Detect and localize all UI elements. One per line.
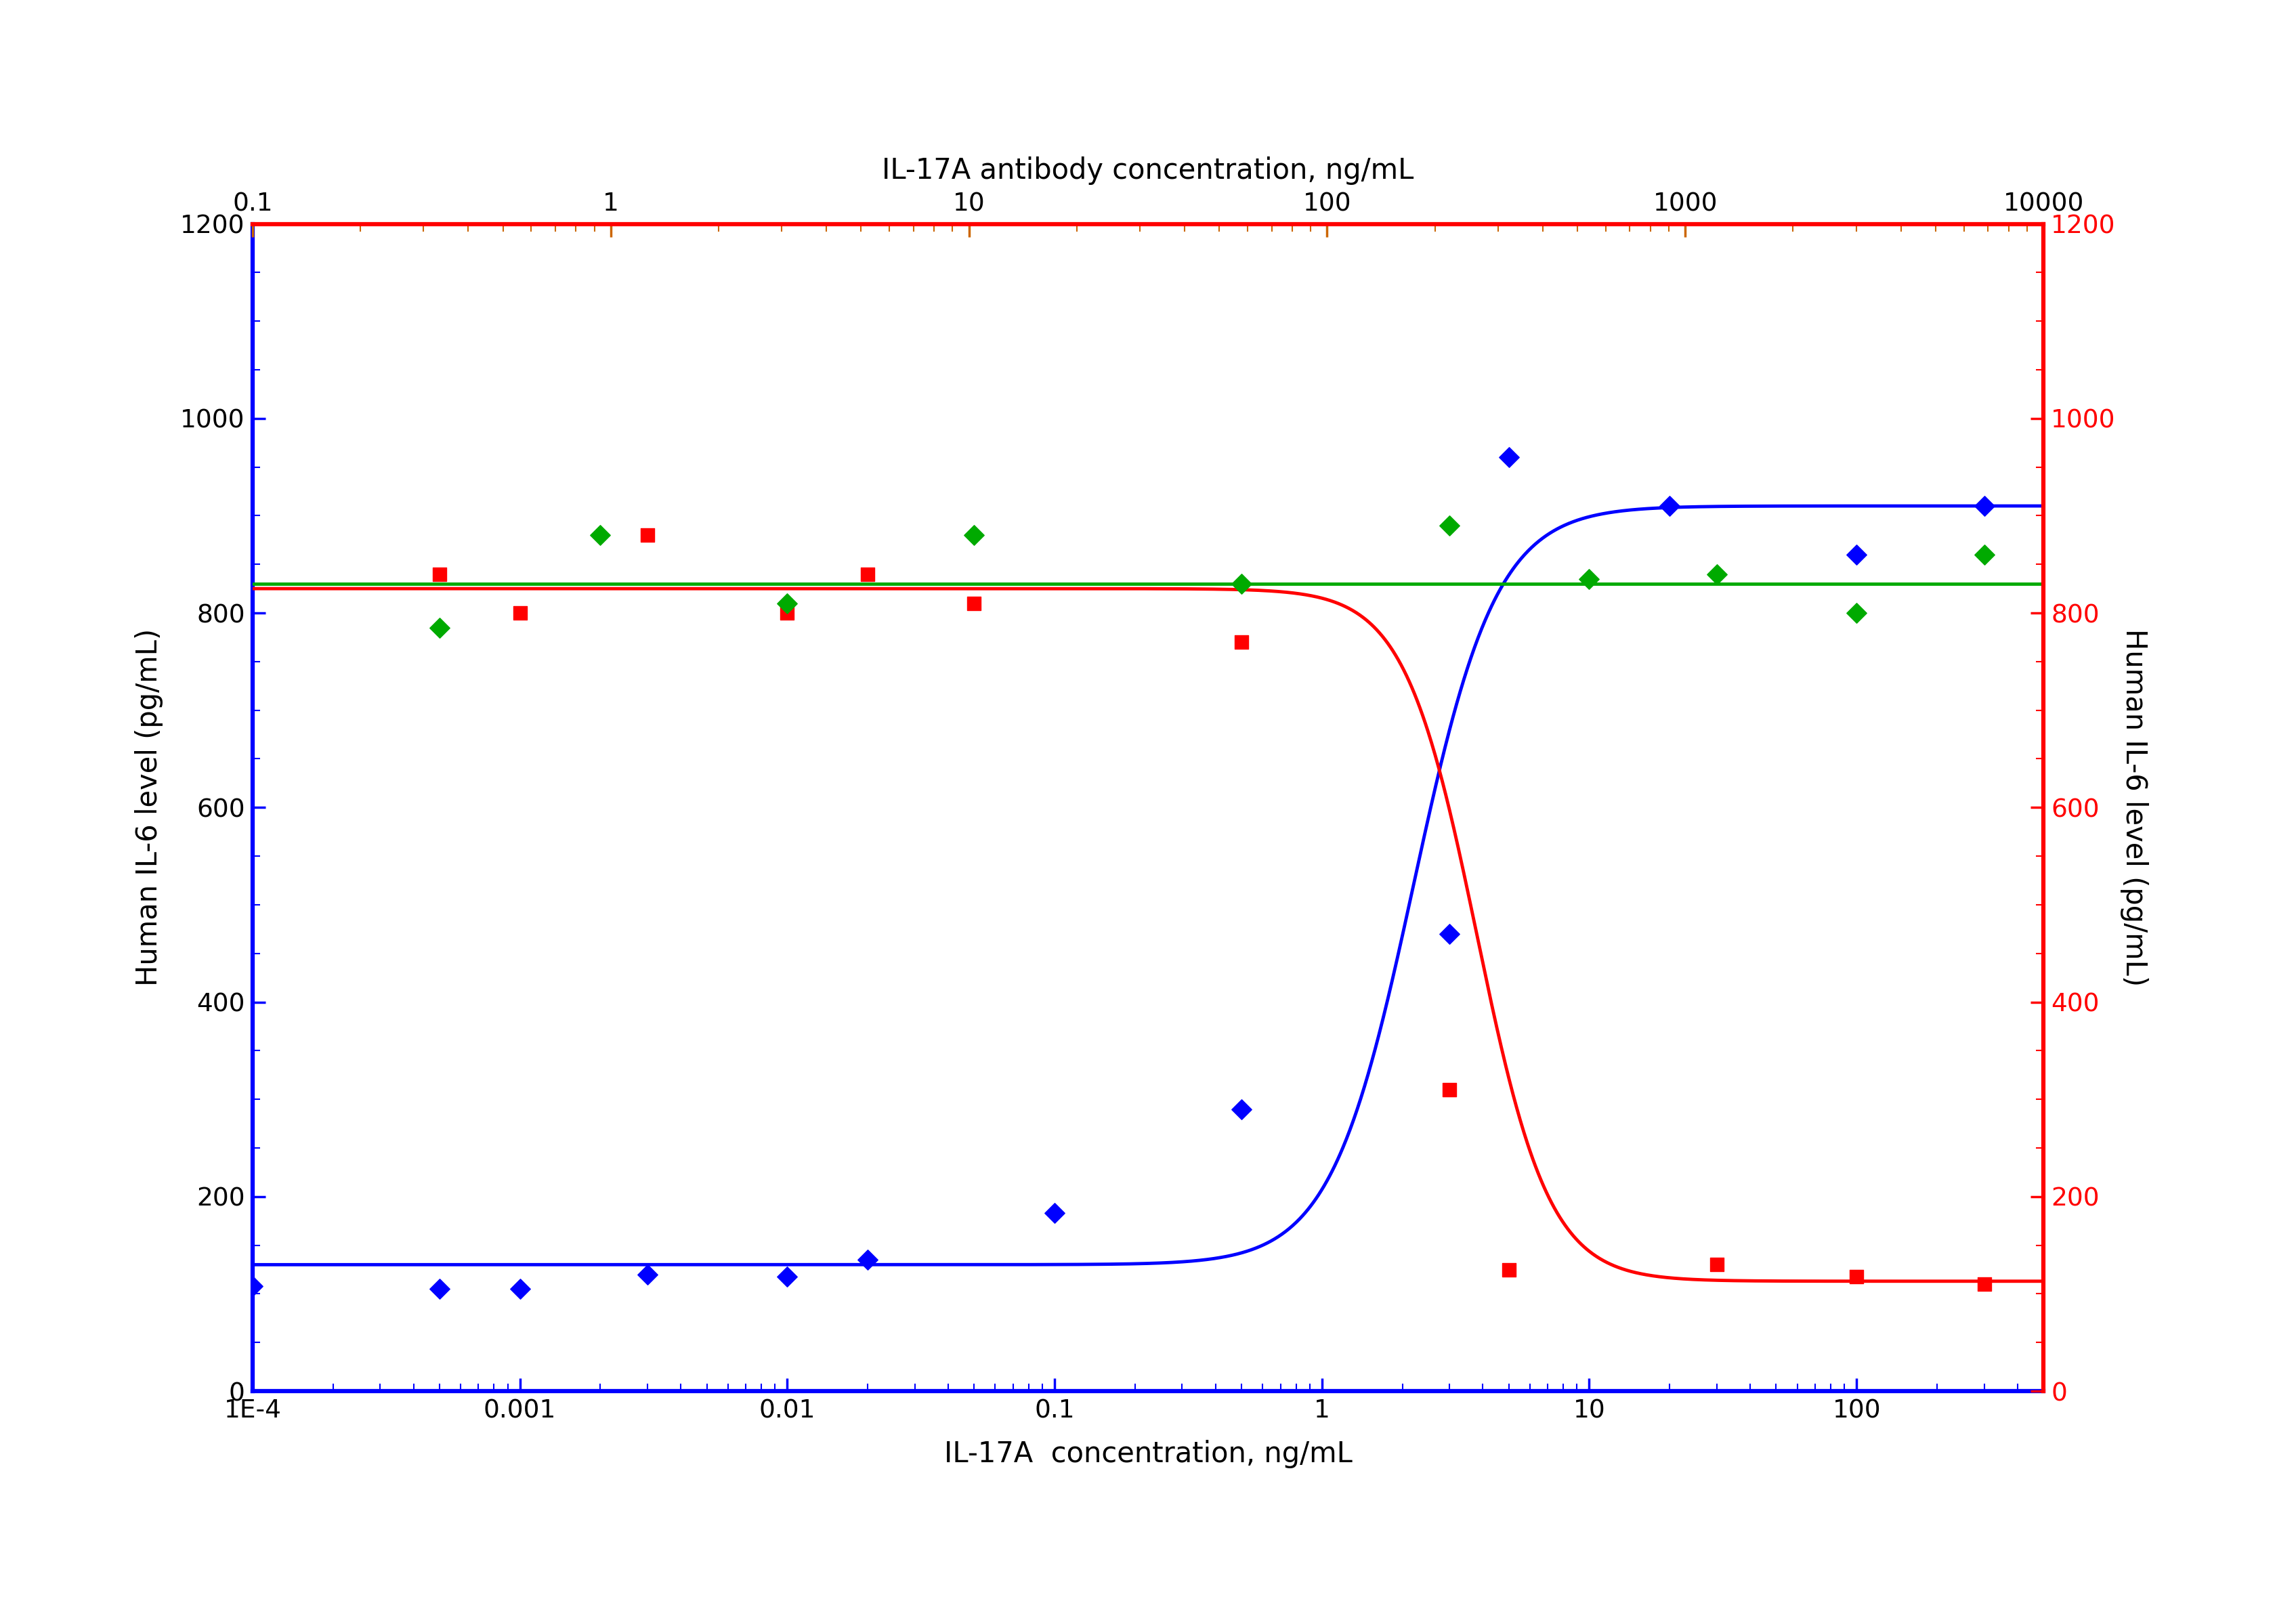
Point: [1699, 1252, 1736, 1278]
Point: [1965, 542, 2002, 568]
Point: [1430, 1076, 1467, 1102]
Point: [501, 1276, 537, 1302]
Point: [420, 1276, 457, 1302]
Point: [769, 600, 806, 625]
Point: [1839, 600, 1876, 625]
Point: [234, 1273, 271, 1298]
Point: [1224, 571, 1261, 596]
Point: [769, 590, 806, 616]
Point: [955, 590, 992, 616]
Point: [581, 523, 618, 548]
Point: [1965, 1271, 2002, 1297]
Point: [1490, 1257, 1527, 1282]
Point: [1490, 445, 1527, 470]
Point: [850, 561, 886, 587]
Point: [850, 1247, 886, 1273]
Point: [1224, 630, 1261, 656]
Point: [1430, 921, 1467, 947]
Point: [420, 561, 457, 587]
Point: [1035, 1201, 1072, 1226]
Point: [501, 600, 537, 625]
Point: [629, 523, 666, 548]
Point: [955, 523, 992, 548]
Y-axis label: Human IL-6 level (pg/mL): Human IL-6 level (pg/mL): [2119, 628, 2149, 987]
Point: [1699, 561, 1736, 587]
Point: [769, 1263, 806, 1289]
Point: [1839, 1263, 1876, 1289]
Point: [1224, 1097, 1261, 1122]
Point: [629, 1262, 666, 1287]
Point: [1430, 513, 1467, 539]
X-axis label: IL-17A  concentration, ng/mL: IL-17A concentration, ng/mL: [944, 1441, 1352, 1468]
Point: [420, 614, 457, 640]
Point: [1570, 566, 1607, 592]
Y-axis label: Human IL-6 level (pg/mL): Human IL-6 level (pg/mL): [135, 628, 163, 987]
Point: [1839, 542, 1876, 568]
X-axis label: IL-17A antibody concentration, ng/mL: IL-17A antibody concentration, ng/mL: [882, 157, 1414, 185]
Point: [1965, 492, 2002, 518]
Point: [1651, 492, 1688, 518]
